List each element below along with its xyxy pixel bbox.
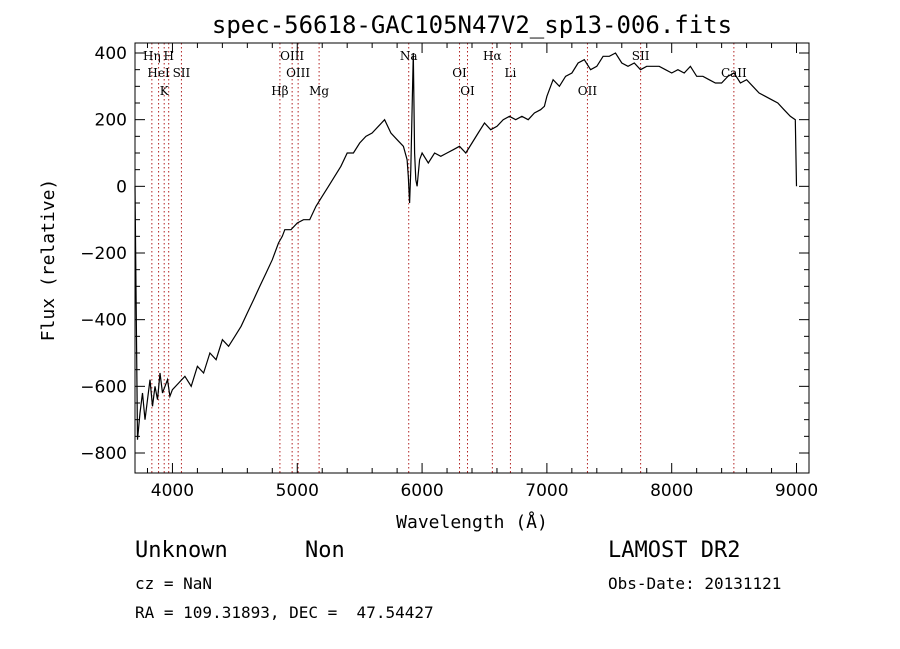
line-marker-label: OI bbox=[452, 66, 467, 80]
object-subclass: Non bbox=[305, 538, 345, 563]
line-marker-label: HeI bbox=[147, 66, 170, 80]
chart-title: spec-56618-GAC105N47V2_sp13-006.fits bbox=[212, 11, 732, 39]
plot-frame bbox=[134, 42, 810, 474]
y-tick-label: −400 bbox=[80, 311, 127, 331]
line-marker-label: OIII bbox=[280, 49, 304, 63]
emission-line-markers: HηHeIKHSIIHβOIIIOIIIMgNaOIOIHαLiOIISIICa… bbox=[143, 43, 747, 473]
y-tick-label: −200 bbox=[80, 244, 127, 264]
survey-name: LAMOST DR2 bbox=[608, 538, 741, 563]
x-tick-label: 7000 bbox=[525, 481, 568, 501]
line-marker-label: OI bbox=[460, 84, 475, 98]
redshift-value: cz = NaN bbox=[135, 574, 213, 593]
y-tick-label: −600 bbox=[80, 377, 127, 397]
x-tick-label: 5000 bbox=[276, 481, 319, 501]
line-marker-label: K bbox=[160, 84, 170, 98]
spectrum-series-line bbox=[134, 52, 798, 440]
y-axis-label: Flux (relative) bbox=[38, 179, 59, 342]
line-marker-label: OIII bbox=[286, 66, 310, 80]
y-tick-label: −800 bbox=[80, 444, 127, 464]
line-marker-label: Mg bbox=[309, 84, 329, 98]
line-marker-label: Hα bbox=[483, 49, 502, 63]
line-marker-label: Na bbox=[400, 49, 418, 63]
x-tick-label: 9000 bbox=[775, 481, 818, 501]
line-marker-label: Hβ bbox=[271, 84, 288, 98]
line-marker-label: SII bbox=[173, 66, 191, 80]
line-marker-label: H bbox=[163, 49, 173, 63]
x-tick-label: 6000 bbox=[400, 481, 443, 501]
line-marker-label: Hη bbox=[143, 49, 161, 63]
y-axis: −800 −600 −400 −200 0 200 400 bbox=[80, 44, 809, 464]
y-tick-label: 200 bbox=[95, 111, 127, 131]
coordinates: RA = 109.31893, DEC = 47.54427 bbox=[135, 603, 434, 622]
object-class: Unknown bbox=[135, 538, 228, 563]
line-marker-label: SII bbox=[632, 49, 650, 63]
x-tick-label: 8000 bbox=[650, 481, 693, 501]
x-axis: 4000 5000 6000 7000 8000 9000 bbox=[146, 43, 818, 501]
y-tick-label: 0 bbox=[116, 177, 127, 197]
x-axis-label: Wavelength (Å) bbox=[396, 511, 548, 533]
line-marker-label: Li bbox=[505, 66, 517, 80]
y-tick-label: 400 bbox=[95, 44, 127, 64]
observation-date: Obs-Date: 20131121 bbox=[608, 574, 782, 593]
x-tick-label: 4000 bbox=[151, 481, 194, 501]
line-marker-label: OII bbox=[578, 84, 598, 98]
